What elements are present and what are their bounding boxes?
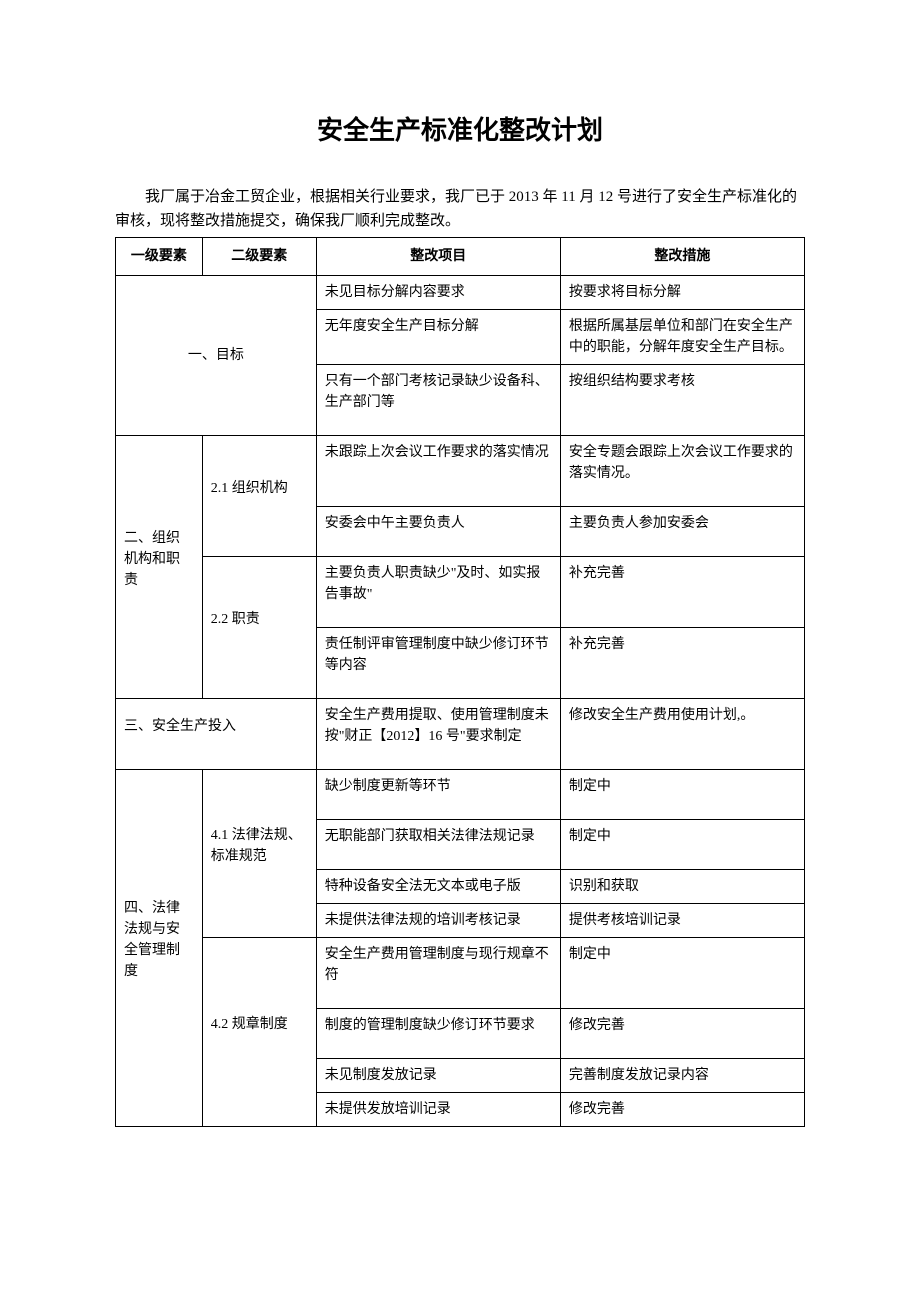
section-3-label: 三、安全生产投入 [116, 699, 317, 770]
section-4-sub2-label: 4.2 规章制度 [202, 938, 316, 1127]
cell-item: 安委会中午主要负责人 [316, 507, 560, 557]
cell-item: 未见制度发放记录 [316, 1059, 560, 1093]
section-1-label: 一、目标 [116, 276, 317, 436]
cell-measure: 完善制度发放记录内容 [560, 1059, 804, 1093]
section-4-label: 四、法律法规与安全管理制度 [116, 770, 203, 1127]
cell-measure: 提供考核培训记录 [560, 904, 804, 938]
cell-measure: 补充完善 [560, 557, 804, 628]
cell-measure: 修改完善 [560, 1009, 804, 1059]
section-4-sub1-label: 4.1 法律法规、标准规范 [202, 770, 316, 938]
cell-measure: 根据所属基层单位和部门在安全生产中的职能，分解年度安全生产目标。 [560, 310, 804, 365]
cell-item: 无职能部门获取相关法律法规记录 [316, 820, 560, 870]
header-measure: 整改措施 [560, 238, 804, 276]
cell-measure: 主要负责人参加安委会 [560, 507, 804, 557]
cell-measure: 安全专题会跟踪上次会议工作要求的落实情况。 [560, 436, 804, 507]
header-level1: 一级要素 [116, 238, 203, 276]
cell-item: 缺少制度更新等环节 [316, 770, 560, 820]
cell-measure: 制定中 [560, 938, 804, 1009]
table-row: 2.2 职责 主要负责人职责缺少"及时、如实报告事故" 补充完善 [116, 557, 805, 628]
table-row: 四、法律法规与安全管理制度 4.1 法律法规、标准规范 缺少制度更新等环节 制定… [116, 770, 805, 820]
cell-item: 未提供法律法规的培训考核记录 [316, 904, 560, 938]
cell-measure: 识别和获取 [560, 870, 804, 904]
cell-measure: 修改安全生产费用使用计划,。 [560, 699, 804, 770]
cell-measure: 按要求将目标分解 [560, 276, 804, 310]
cell-measure: 制定中 [560, 820, 804, 870]
header-level2: 二级要素 [202, 238, 316, 276]
cell-item: 只有一个部门考核记录缺少设备科、生产部门等 [316, 365, 560, 436]
table-header-row: 一级要素 二级要素 整改项目 整改措施 [116, 238, 805, 276]
cell-item: 无年度安全生产目标分解 [316, 310, 560, 365]
table-row: 三、安全生产投入 安全生产费用提取、使用管理制度未按"财正【2012】16 号"… [116, 699, 805, 770]
cell-measure: 修改完善 [560, 1093, 804, 1127]
cell-item: 未提供发放培训记录 [316, 1093, 560, 1127]
cell-item: 安全生产费用管理制度与现行规章不符 [316, 938, 560, 1009]
intro-paragraph: 我厂属于冶金工贸企业，根据相关行业要求，我厂已于 2013 年 11 月 12 … [115, 185, 805, 233]
cell-item: 未见目标分解内容要求 [316, 276, 560, 310]
page-title: 安全生产标准化整改计划 [115, 110, 805, 147]
cell-item: 未跟踪上次会议工作要求的落实情况 [316, 436, 560, 507]
section-2-sub1-label: 2.1 组织机构 [202, 436, 316, 557]
cell-item: 主要负责人职责缺少"及时、如实报告事故" [316, 557, 560, 628]
section-2-label: 二、组织机构和职责 [116, 436, 203, 699]
cell-measure: 按组织结构要求考核 [560, 365, 804, 436]
section-2-sub2-label: 2.2 职责 [202, 557, 316, 699]
cell-item: 责任制评审管理制度中缺少修订环节等内容 [316, 628, 560, 699]
table-row: 一、目标 未见目标分解内容要求 按要求将目标分解 [116, 276, 805, 310]
header-item: 整改项目 [316, 238, 560, 276]
cell-measure: 补充完善 [560, 628, 804, 699]
cell-measure: 制定中 [560, 770, 804, 820]
table-row: 4.2 规章制度 安全生产费用管理制度与现行规章不符 制定中 [116, 938, 805, 1009]
table-row: 二、组织机构和职责 2.1 组织机构 未跟踪上次会议工作要求的落实情况 安全专题… [116, 436, 805, 507]
cell-item: 安全生产费用提取、使用管理制度未按"财正【2012】16 号"要求制定 [316, 699, 560, 770]
cell-item: 特种设备安全法无文本或电子版 [316, 870, 560, 904]
cell-item: 制度的管理制度缺少修订环节要求 [316, 1009, 560, 1059]
rectification-table: 一级要素 二级要素 整改项目 整改措施 一、目标 未见目标分解内容要求 按要求将… [115, 237, 805, 1127]
